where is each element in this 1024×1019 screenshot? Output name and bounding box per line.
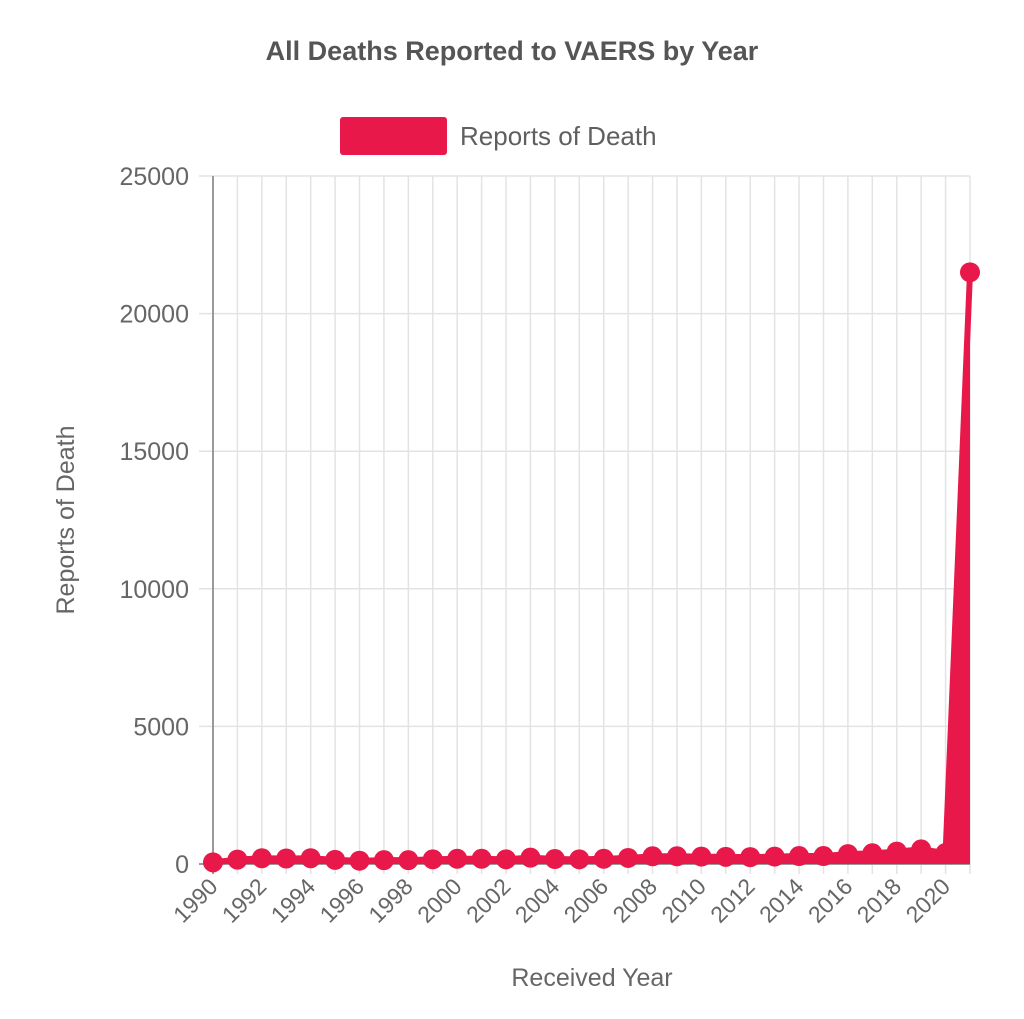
y-tick-label: 15000 [119, 438, 189, 466]
data-point [837, 844, 858, 865]
data-point [715, 846, 736, 867]
data-point [544, 849, 565, 870]
legend-swatch [340, 117, 447, 155]
axis-labels: Reports of Death Received Year [52, 426, 673, 993]
data-point [422, 849, 443, 870]
data-point [862, 843, 883, 864]
x-tick-label: 2012 [705, 873, 760, 928]
axes: 0500010000150002000025000199019921994199… [119, 163, 970, 928]
x-tick-label: 1994 [266, 873, 321, 928]
x-tick-label: 2018 [852, 873, 907, 928]
y-axis-label: Reports of Death [52, 426, 80, 615]
chart-title: All Deaths Reported to VAERS by Year [265, 36, 759, 66]
data-point [471, 848, 492, 869]
data-point [911, 839, 932, 860]
data-point [398, 850, 419, 871]
data-point [227, 849, 248, 870]
grid [199, 175, 971, 874]
data-point [618, 847, 639, 868]
y-tick-label: 20000 [119, 301, 189, 329]
data-point [203, 852, 223, 873]
data-point [349, 850, 370, 871]
x-tick-label: 1998 [363, 873, 418, 928]
series-area [213, 272, 970, 864]
data-point [447, 848, 468, 869]
series-line [212, 272, 973, 866]
data-point [764, 846, 785, 867]
y-tick-label: 25000 [119, 163, 189, 191]
x-tick-label: 2006 [559, 873, 614, 928]
data-point [251, 848, 272, 869]
x-tick-label: 2004 [510, 873, 565, 928]
x-tick-label: 1996 [314, 873, 369, 928]
x-tick-label: 2016 [803, 873, 858, 928]
data-point [642, 846, 663, 867]
data-point [593, 848, 614, 869]
data-point [960, 262, 980, 283]
y-tick-label: 10000 [119, 576, 189, 604]
legend-label: Reports of Death [460, 120, 657, 151]
data-point [496, 849, 517, 870]
legend[interactable]: Reports of Death [340, 116, 657, 156]
data-point [691, 846, 712, 867]
data-point [300, 848, 321, 869]
data-point [740, 847, 761, 868]
x-tick-label: 2010 [656, 873, 711, 928]
data-point [935, 842, 956, 863]
data-point [813, 846, 834, 867]
data-point [569, 849, 590, 870]
data-point [373, 850, 394, 871]
data-point [886, 841, 907, 862]
data-point [276, 848, 297, 869]
x-tick-label: 1990 [168, 873, 223, 928]
y-tick-label: 5000 [133, 713, 189, 741]
x-tick-label: 2002 [461, 873, 516, 928]
data-point [325, 849, 346, 870]
x-tick-label: 1992 [217, 873, 272, 928]
x-tick-label: 2008 [608, 873, 663, 928]
x-tick-label: 2014 [754, 873, 809, 928]
series-reports-of-death [203, 262, 980, 873]
data-point [666, 846, 687, 867]
x-tick-label: 2020 [901, 873, 956, 928]
data-point [520, 847, 541, 868]
x-axis-label: Received Year [511, 964, 672, 992]
y-tick-label: 0 [175, 851, 189, 879]
data-point [789, 846, 810, 867]
x-tick-label: 2000 [412, 873, 467, 928]
